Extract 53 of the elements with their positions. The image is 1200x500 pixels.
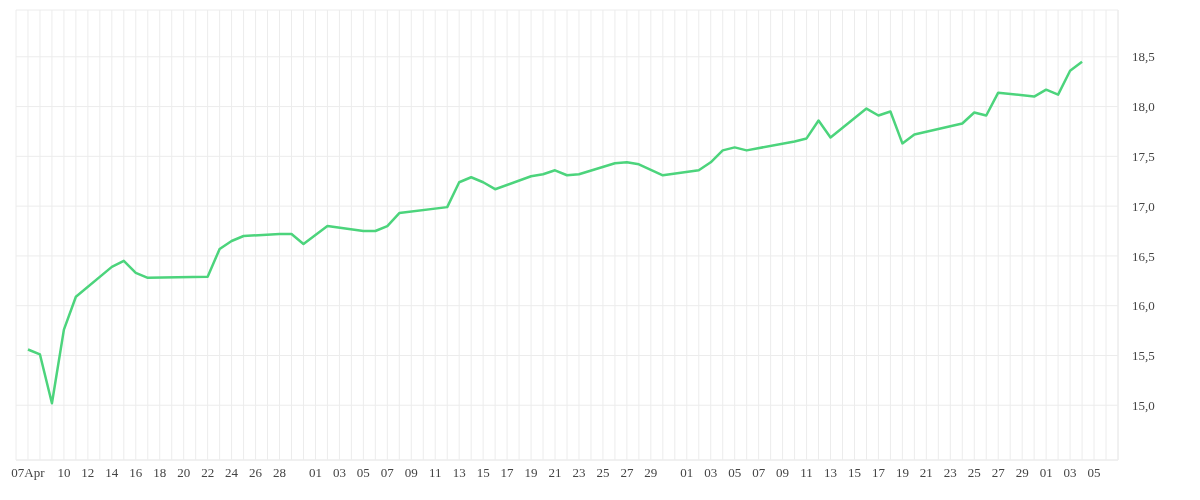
x-tick-label: 27 [620, 465, 634, 481]
x-tick-label: 28 [273, 465, 287, 481]
y-tick-label: 15,5 [1132, 348, 1155, 364]
x-tick-label: 29 [1015, 465, 1029, 481]
y-tick-label: 17,5 [1132, 148, 1155, 164]
x-tick-label: 01 [680, 465, 694, 481]
x-tick-label: 16 [129, 465, 143, 481]
x-tick-label: 15 [847, 465, 861, 481]
x-tick-label: 29 [644, 465, 658, 481]
x-tick-label: 01 [308, 465, 322, 481]
x-tick-label: 09 [776, 465, 790, 481]
x-tick-label: 05 [356, 465, 370, 481]
y-tick-label: 16,0 [1132, 298, 1155, 314]
x-tick-label: 03 [1063, 465, 1077, 481]
x-tick-label: 22 [201, 465, 215, 481]
x-tick-label: 11 [800, 465, 813, 481]
y-tick-label: 18,0 [1132, 99, 1155, 115]
x-tick-label: 10 [57, 465, 71, 481]
x-tick-label: 23 [572, 465, 586, 481]
x-tick-label: 12 [81, 465, 95, 481]
x-tick-label: 26 [249, 465, 263, 481]
x-tick-label: 11 [428, 465, 442, 481]
x-tick-label: 01 [1039, 465, 1053, 481]
x-tick-label: 19 [895, 465, 909, 481]
x-tick-label: 05 [728, 465, 742, 481]
x-tick-label: 17 [871, 465, 886, 481]
x-tick-label: 15 [476, 465, 490, 481]
x-tick-label: 19 [524, 465, 538, 481]
x-tick-label: 27 [991, 465, 1006, 481]
x-tick-label: 25 [967, 465, 981, 481]
x-tick-label: 13 [452, 465, 466, 481]
y-tick-label: 15,0 [1132, 397, 1155, 413]
x-tick-label: 25 [596, 465, 610, 481]
x-tick-label: 18 [153, 465, 167, 481]
x-tick-label: 24 [225, 465, 239, 481]
x-tick-label: 21 [548, 465, 562, 481]
x-tick-label: 21 [919, 465, 933, 481]
x-tick-label: 23 [943, 465, 957, 481]
line-series [26, 60, 1084, 405]
y-tick-label: 16,5 [1132, 248, 1155, 264]
x-tick-label: 13 [824, 465, 838, 481]
x-tick-label: 03 [332, 465, 346, 481]
x-tick-label: 07 [380, 465, 395, 481]
x-tick-label: 03 [704, 465, 718, 481]
x-tick-label: 07Apr [11, 465, 46, 481]
x-tick-label: 07 [752, 465, 766, 481]
x-tick-label: 05 [1087, 465, 1101, 481]
y-tick-label: 18,5 [1132, 49, 1155, 65]
x-tick-label: 17 [500, 465, 515, 481]
x-tick-label: 09 [404, 465, 418, 481]
x-tick-label: 20 [177, 465, 191, 481]
y-tick-label: 17,0 [1132, 198, 1155, 214]
x-tick-label: 14 [105, 465, 119, 481]
